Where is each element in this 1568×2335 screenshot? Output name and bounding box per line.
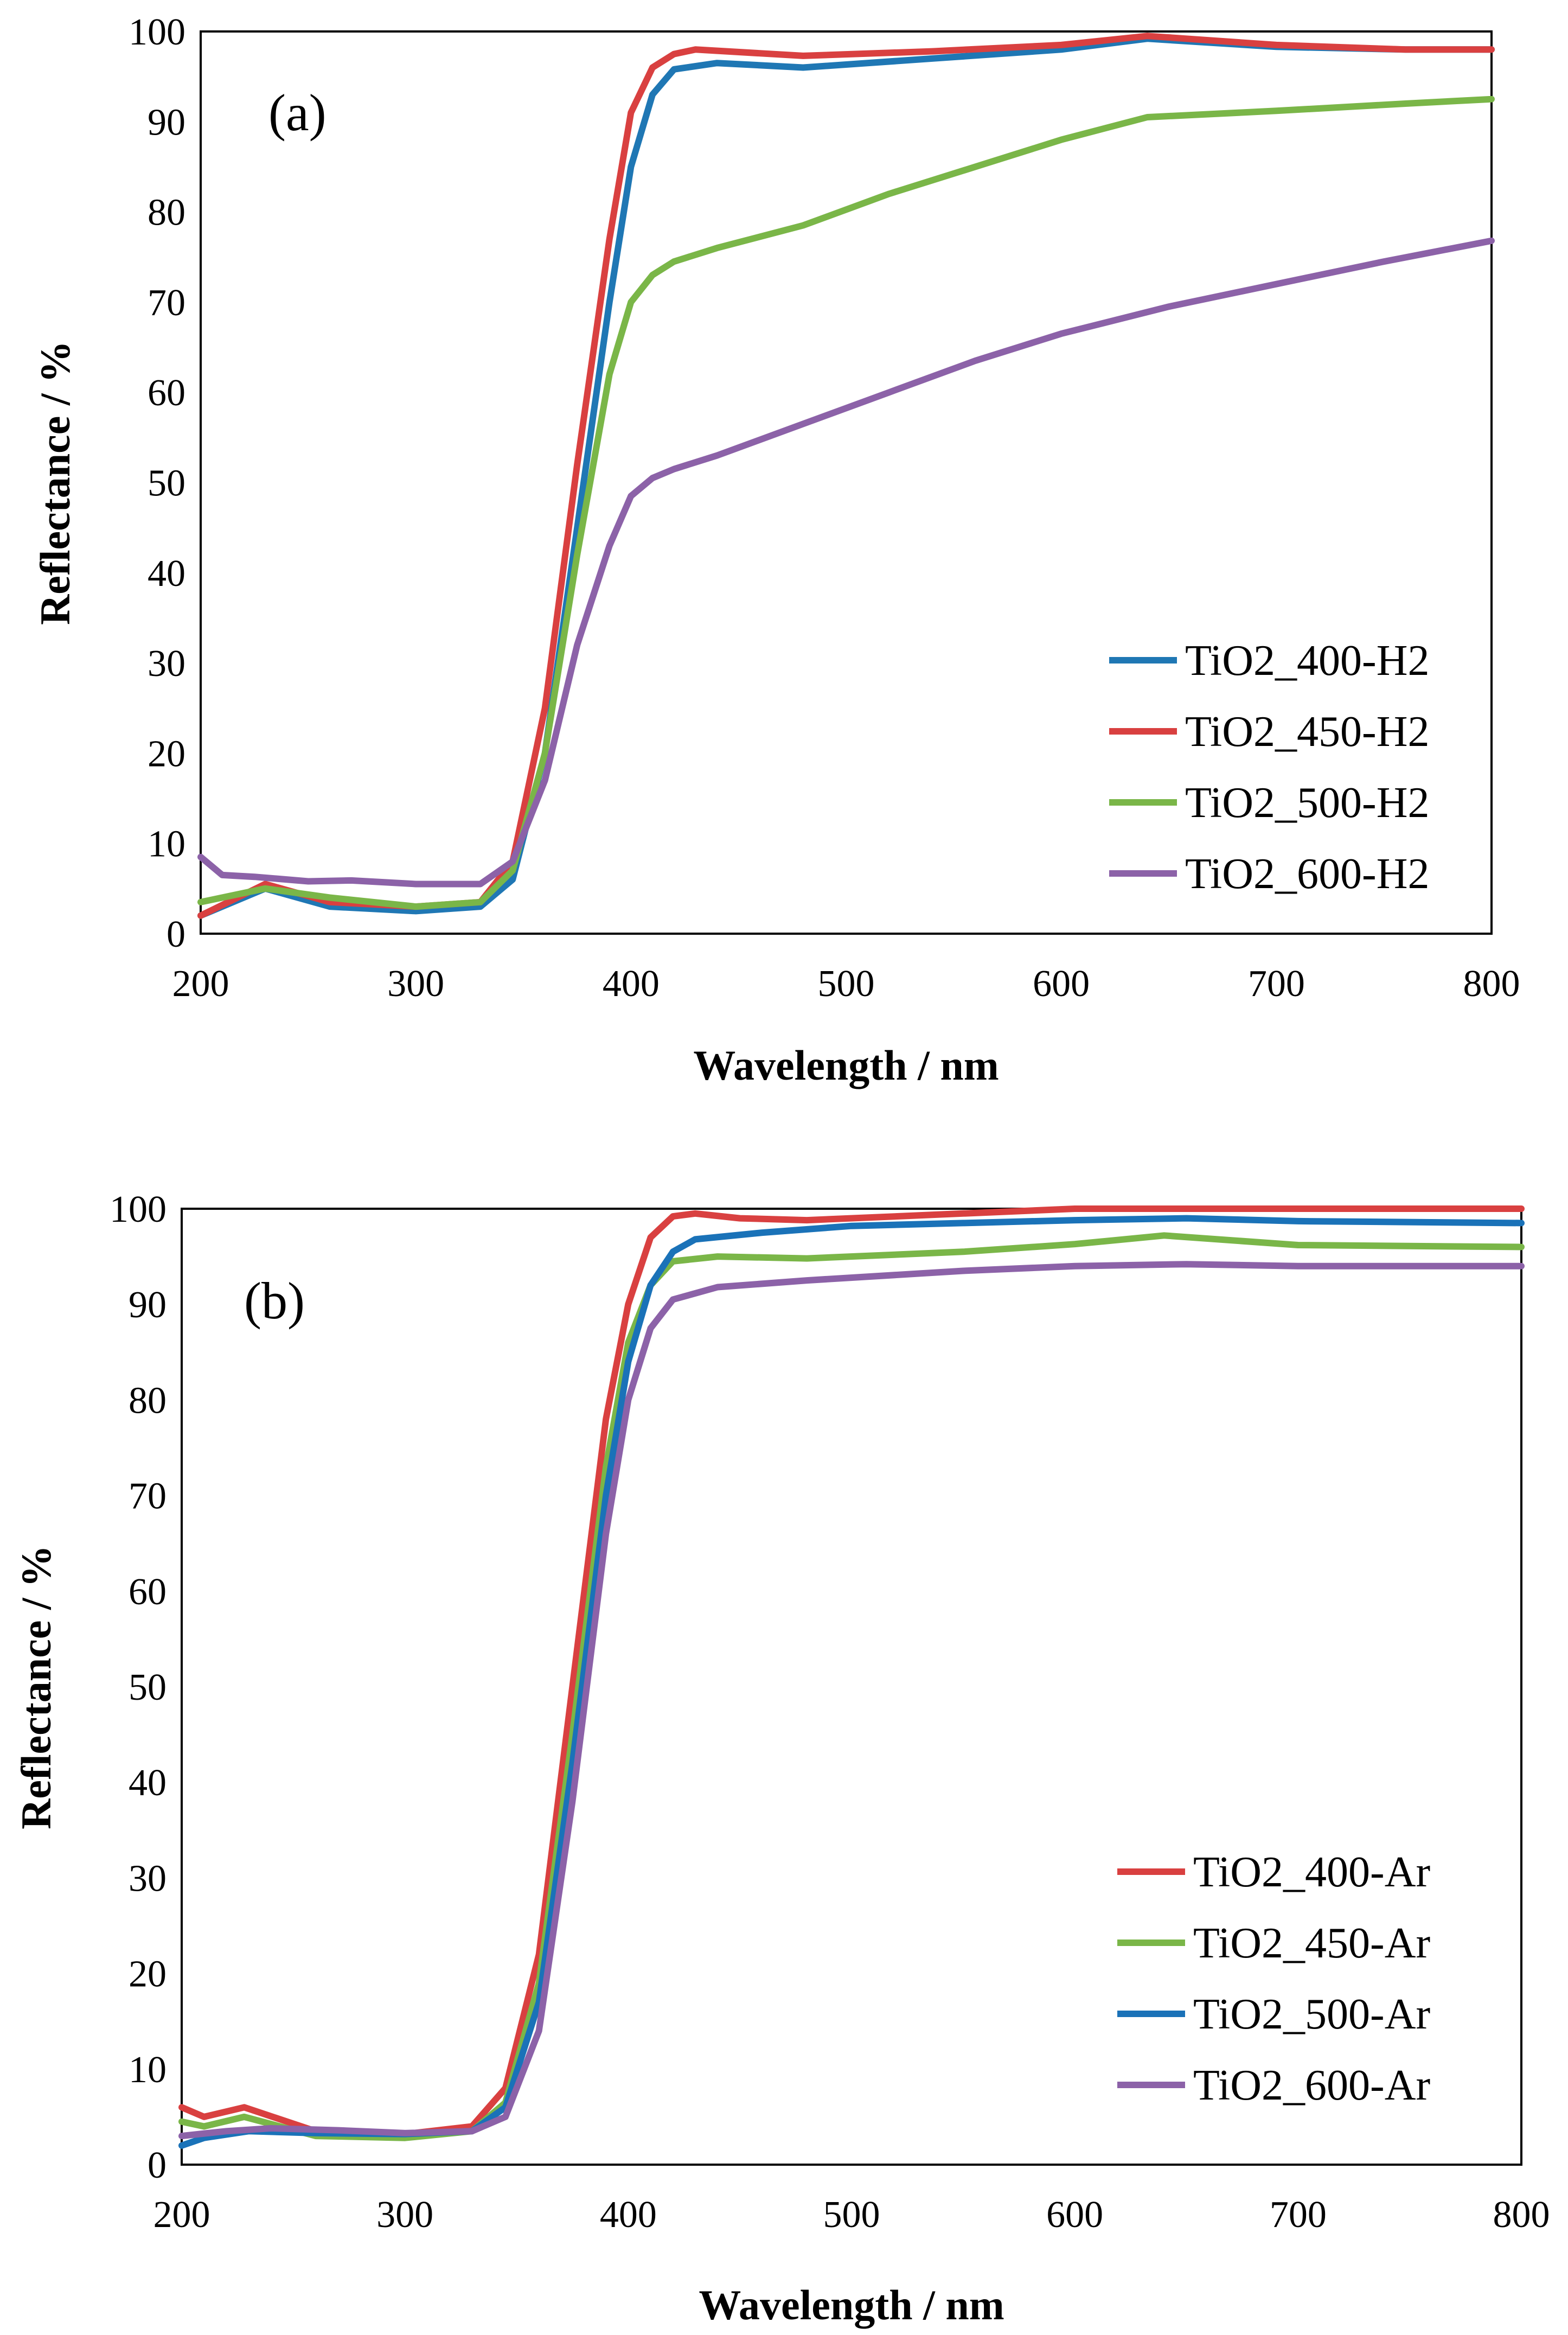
plot-frame-b xyxy=(181,1208,1522,2166)
legend-item: TiO2_500-Ar xyxy=(1117,1991,1430,2038)
x-tick-label: 600 xyxy=(1046,2194,1103,2236)
x-tick-labels-a: 200 300 400 500 600 700 800 xyxy=(172,963,1520,1005)
x-axis-title-a: Wavelength / nm xyxy=(693,1042,999,1089)
y-tick-label: 10 xyxy=(148,824,185,865)
chart-panel-b: 200 300 400 500 600 700 800 0 10 20 30 40 50 60 70 80 9… xyxy=(12,1189,1550,2328)
panel-label-a: (a) xyxy=(268,84,327,142)
legend-label: TiO2_500-Ar xyxy=(1193,1991,1430,2038)
y-axis-title-b: Reflectance / % xyxy=(12,1545,60,1829)
series-line-tio2-600-ar xyxy=(178,1261,1525,2140)
legend-label: TiO2_400-Ar xyxy=(1193,1848,1430,1896)
series-line-tio2-500-h2 xyxy=(197,95,1495,910)
x-tick-label: 800 xyxy=(1463,963,1520,1005)
x-tick-label: 400 xyxy=(603,963,660,1005)
chart-panel-a: 200 300 400 500 600 700 800 0 10 20 30 40 50 60 70 80 9… xyxy=(31,11,1520,1089)
y-tick-label: 40 xyxy=(129,1762,167,1804)
y-tick-label: 20 xyxy=(148,733,185,775)
legend-item: TiO2_600-H2 xyxy=(1109,850,1429,898)
y-tick-label: 20 xyxy=(129,1954,167,1995)
x-tick-label: 500 xyxy=(823,2194,880,2236)
x-axis-title-b: Wavelength / nm xyxy=(699,2281,1004,2328)
y-tick-label: 60 xyxy=(129,1571,167,1613)
legend-item: TiO2_450-H2 xyxy=(1109,708,1429,756)
series-line-tio2-600-h2 xyxy=(197,237,1495,888)
legend-label: TiO2_600-Ar xyxy=(1193,2062,1430,2109)
legend-label: TiO2_450-H2 xyxy=(1185,708,1429,756)
y-tick-labels-b: 0 10 20 30 40 50 60 70 80 90 100 xyxy=(110,1189,167,2186)
y-tick-label: 50 xyxy=(148,463,185,505)
x-tick-label: 700 xyxy=(1248,963,1305,1005)
y-tick-label: 50 xyxy=(129,1667,167,1708)
x-tick-label: 600 xyxy=(1033,963,1090,1005)
x-tick-label: 300 xyxy=(387,963,444,1005)
legend-item: TiO2_500-H2 xyxy=(1109,779,1429,827)
x-tick-label: 700 xyxy=(1270,2194,1327,2236)
y-tick-label: 70 xyxy=(148,282,185,324)
legend-item: TiO2_450-Ar xyxy=(1117,1919,1430,1967)
plot-frame-a xyxy=(200,30,1493,935)
legend-item: TiO2_400-Ar xyxy=(1117,1848,1430,1896)
y-tick-label: 100 xyxy=(129,11,185,53)
y-tick-label: 70 xyxy=(129,1476,167,1517)
y-tick-label: 90 xyxy=(129,1284,167,1326)
y-tick-label: 10 xyxy=(129,2049,167,2091)
y-tick-label: 80 xyxy=(148,192,185,234)
x-tick-label: 200 xyxy=(153,2194,210,2236)
legend-item: TiO2_600-Ar xyxy=(1117,2062,1430,2109)
series-lines-a xyxy=(197,33,1495,919)
x-tick-labels-b: 200 300 400 500 600 700 800 xyxy=(153,2194,1550,2236)
y-tick-label: 90 xyxy=(148,101,185,143)
x-tick-label: 800 xyxy=(1493,2194,1550,2236)
y-tick-label: 30 xyxy=(129,1858,167,1899)
legend-item: TiO2_400-H2 xyxy=(1109,637,1429,685)
y-tick-label: 40 xyxy=(148,553,185,595)
y-tick-label: 60 xyxy=(148,372,185,414)
x-tick-label: 500 xyxy=(818,963,875,1005)
y-tick-labels-a: 0 10 20 30 40 50 60 70 80 90 100 xyxy=(129,11,185,955)
y-tick-label: 0 xyxy=(148,2145,167,2186)
y-tick-label: 80 xyxy=(129,1380,167,1421)
legend-label: TiO2_500-H2 xyxy=(1185,779,1429,827)
legend-label: TiO2_600-H2 xyxy=(1185,850,1429,898)
legend-label: TiO2_400-H2 xyxy=(1185,637,1429,685)
x-tick-label: 300 xyxy=(376,2194,433,2236)
y-axis-title-a: Reflectance / % xyxy=(31,341,79,625)
x-tick-label: 200 xyxy=(172,963,229,1005)
legend-a: TiO2_400-H2 TiO2_450-H2 TiO2_500-H2 TiO2_60… xyxy=(1109,637,1429,898)
panel-label-b: (b) xyxy=(244,1272,305,1330)
y-tick-label: 30 xyxy=(148,643,185,685)
legend-b: TiO2_400-Ar TiO2_450-Ar TiO2_500-Ar TiO2_60… xyxy=(1117,1848,1430,2109)
legend-label: TiO2_450-Ar xyxy=(1193,1919,1430,1967)
series-lines-b xyxy=(178,1205,1525,2149)
y-tick-label: 100 xyxy=(110,1189,167,1230)
x-tick-label: 400 xyxy=(600,2194,657,2236)
y-tick-label: 0 xyxy=(167,914,185,955)
